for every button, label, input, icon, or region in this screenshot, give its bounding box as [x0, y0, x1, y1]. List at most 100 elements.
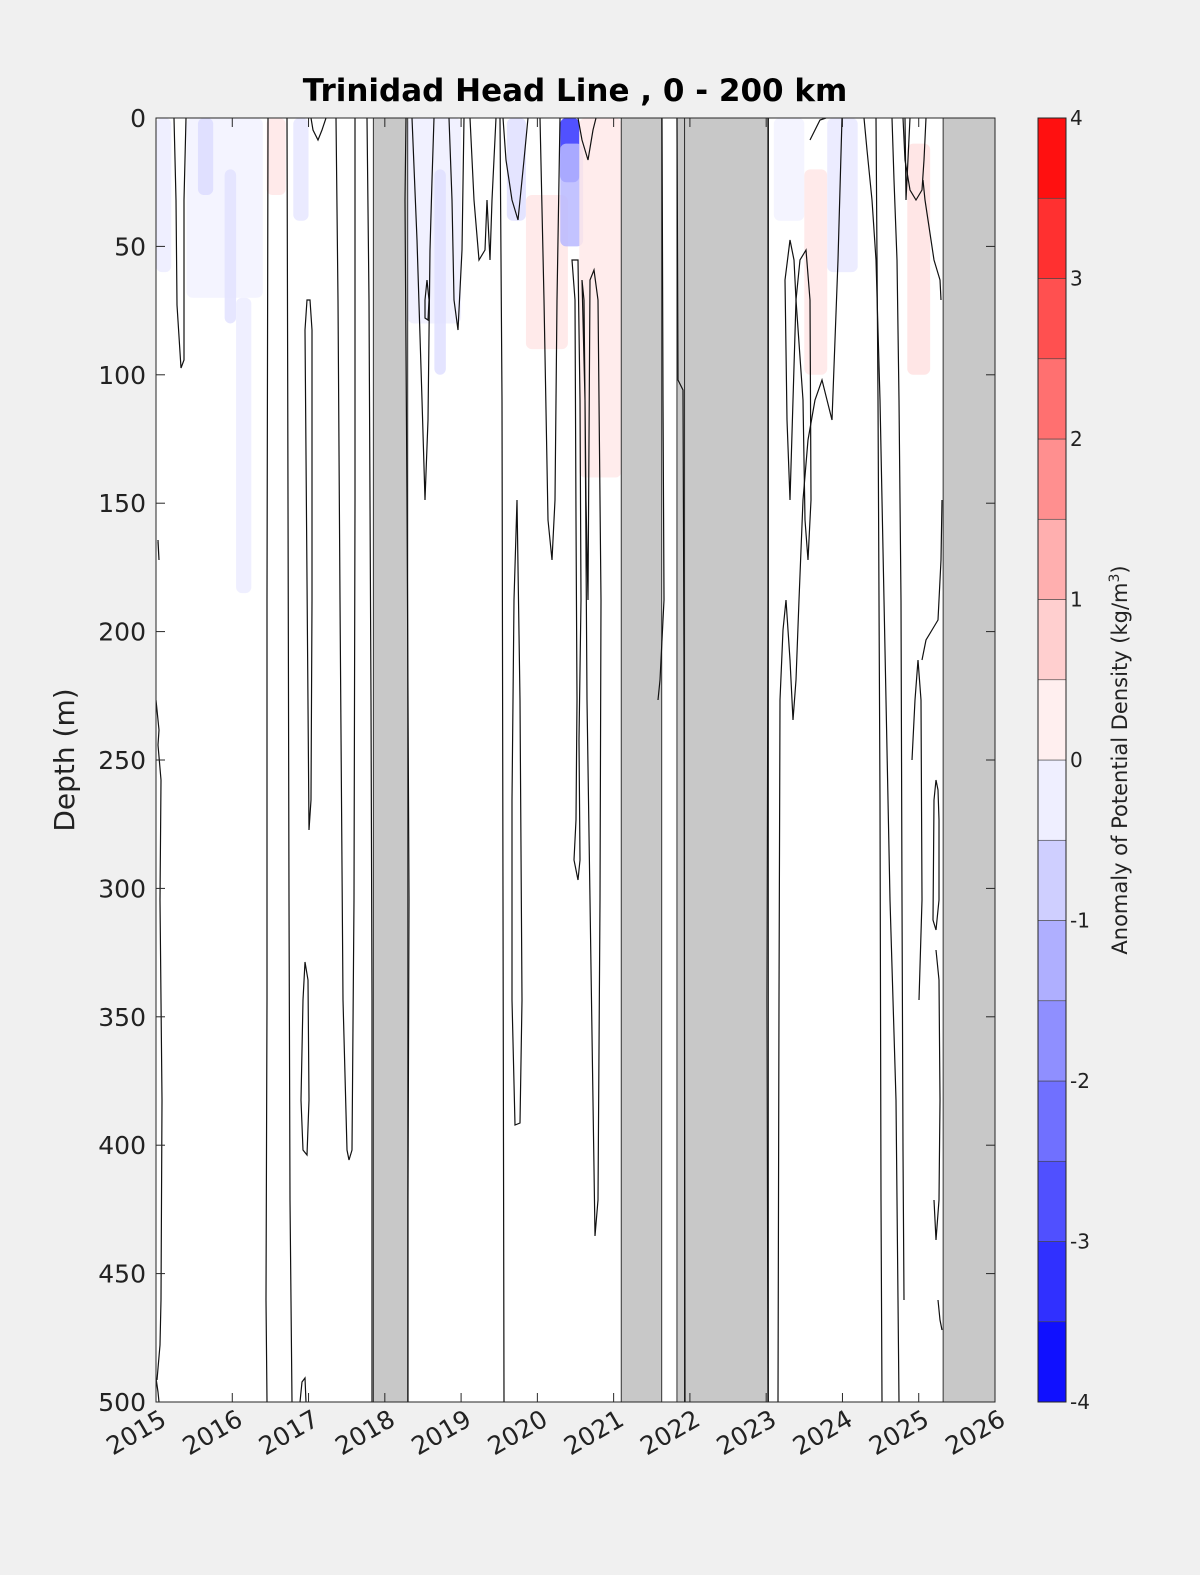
colorbar: [1037, 117, 1067, 1403]
contour-line: [571, 259, 582, 881]
colorbar-segment: [1037, 197, 1067, 279]
contour-line: [904, 118, 911, 201]
x-tick-label: 2025: [864, 1404, 934, 1461]
y-tick-label: 200: [98, 618, 146, 647]
colorbar-label-sup: 3: [1107, 574, 1123, 583]
x-tick-label: 2016: [178, 1404, 248, 1461]
colorbar-segment: [1037, 679, 1067, 761]
colorbar-segment: [1037, 278, 1067, 360]
anomaly-patch: [773, 118, 805, 221]
contour-line: [304, 299, 313, 831]
contour-line: [921, 499, 943, 661]
anomaly-patch: [293, 118, 309, 221]
colorbar-segment: [1037, 117, 1067, 199]
x-tick-label: 2023: [712, 1404, 782, 1461]
colorbar-segment: [1037, 599, 1067, 681]
contour-line: [173, 118, 187, 369]
colorbar-segment: [1037, 518, 1067, 600]
colorbar-segment: [1037, 1000, 1067, 1082]
colorbar-tick-label: 4: [1070, 106, 1083, 130]
colorbar-tick-label: -2: [1070, 1069, 1090, 1093]
contour-line: [581, 267, 602, 1237]
x-tick-labels: 2015 2016 2017 2018 2019 2020 2021 2022 2023 2024…: [101, 1404, 1010, 1461]
contour-line: [511, 499, 523, 1126]
contour-line: [933, 949, 941, 1241]
colorbar-segment: [1037, 1241, 1067, 1323]
colorbar-label: Anomaly of Potential Density (kg/m3): [1107, 565, 1132, 954]
contour-line: [502, 118, 529, 221]
x-tick-label: 2020: [483, 1404, 553, 1461]
contour-line: [156, 1377, 160, 1402]
colorbar-tick-labels: -4 -3 -2 -1 0 1 2 3 4: [1070, 106, 1090, 1414]
anomaly-patch: [907, 143, 931, 375]
contour-line: [366, 118, 373, 1402]
y-tick-label: 150: [98, 489, 146, 518]
contour-line: [937, 1299, 943, 1331]
x-tick-label: 2022: [635, 1404, 705, 1461]
colorbar-segment: [1037, 1080, 1067, 1162]
contour-line: [469, 118, 497, 262]
chart-title: Trinidad Head Line , 0 - 200 km: [303, 73, 848, 109]
x-tick-label: 2017: [254, 1404, 324, 1461]
y-axis-label: Depth (m): [48, 688, 81, 831]
colorbar-tick-label: -3: [1070, 1230, 1090, 1254]
anomaly-fill-layer: [156, 118, 931, 594]
contour-line: [310, 118, 327, 142]
contour-line: [499, 118, 505, 1402]
y-tick-label: 450: [98, 1260, 146, 1289]
contour-lines: [156, 118, 943, 1402]
contour-line: [157, 539, 160, 561]
y-tick-label: 100: [98, 361, 146, 390]
colorbar-tick-label: 2: [1070, 427, 1083, 451]
y-tick-label: 500: [98, 1388, 146, 1417]
anomaly-patch: [266, 118, 286, 196]
x-tick-label: 2026: [940, 1404, 1010, 1461]
y-tick-labels: 0 50 100 150 200 250 300 350 400 450 500: [98, 104, 146, 1417]
anomaly-patch: [827, 118, 858, 273]
contour-line: [448, 118, 465, 331]
y-tick-label: 350: [98, 1003, 146, 1032]
colorbar-segment: [1037, 839, 1067, 921]
contour-line: [404, 118, 410, 1402]
contour-line: [265, 118, 269, 1402]
no-data-band: [620, 118, 663, 1402]
colorbar-segment: [1037, 438, 1067, 520]
contour-line: [932, 779, 940, 931]
y-tick-label: 300: [98, 874, 146, 903]
colorbar-label-text: Anomaly of Potential Density (kg/m: [1108, 583, 1132, 955]
colorbar-tick-label: 0: [1070, 748, 1083, 772]
colorbar-segment: [1037, 358, 1067, 440]
contour-line: [911, 659, 923, 1001]
x-tick-label: 2018: [330, 1404, 400, 1461]
colorbar-tick-label: 1: [1070, 588, 1083, 612]
anomaly-patch: [434, 169, 446, 375]
colorbar-segment: [1037, 1160, 1067, 1242]
anomaly-patch: [156, 118, 172, 273]
contour-line: [766, 118, 769, 1402]
contour-line: [539, 118, 561, 561]
contour-line: [657, 118, 665, 701]
contour-line: [577, 118, 597, 161]
contour-line: [299, 1376, 307, 1402]
colorbar-segment: [1037, 759, 1067, 841]
contour-line: [784, 239, 797, 501]
contour-line: [777, 118, 843, 1402]
contour-line: [156, 699, 163, 1381]
contour-line: [424, 279, 430, 322]
plot-frame: [155, 117, 996, 1403]
no-data-band: [372, 118, 409, 1402]
anomaly-patch: [224, 169, 237, 324]
contour-line: [795, 248, 812, 561]
anomaly-patch: [560, 143, 584, 247]
y-tick-label: 50: [114, 232, 146, 261]
contour-line: [286, 118, 293, 1402]
axis-ticks: [155, 117, 996, 1403]
contour-line: [891, 118, 905, 1301]
colorbar-segment: [1037, 920, 1067, 1002]
colorbar-segment: [1037, 1321, 1067, 1403]
anomaly-patch: [236, 297, 252, 594]
contour-line: [411, 118, 435, 501]
y-tick-label: 0: [130, 104, 146, 133]
contour-line: [300, 961, 310, 1157]
